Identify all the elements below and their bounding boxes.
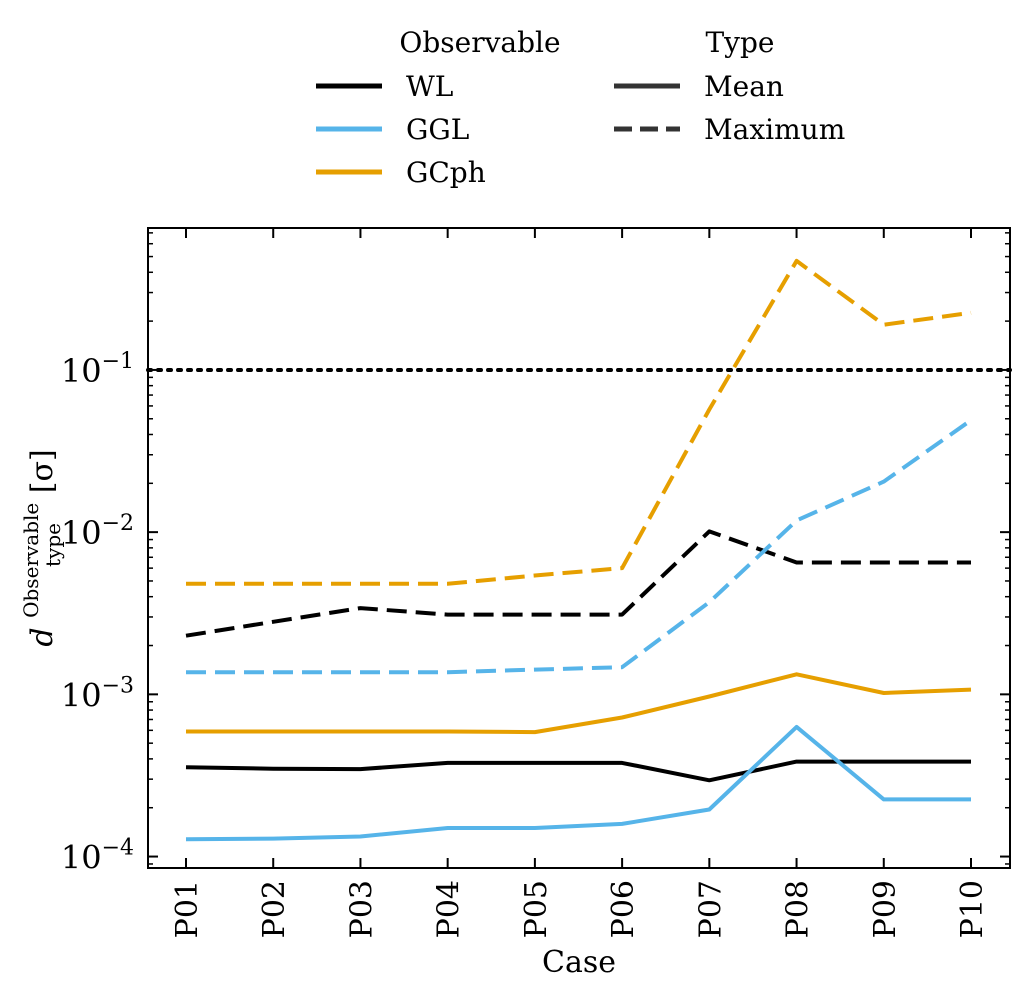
y-tick-exponent: −1 bbox=[102, 349, 134, 374]
x-axis-label: Case bbox=[542, 945, 616, 980]
y-tick-exponent: −2 bbox=[102, 511, 134, 536]
series-line-ggl-mean bbox=[185, 724, 971, 842]
x-tick-label: P04 bbox=[432, 880, 467, 938]
x-axis: P01 P02 P03 P04 P05 P06 P07 P08 P09 P10 bbox=[170, 228, 990, 938]
x-tick-label: P02 bbox=[257, 880, 292, 938]
y-tick-label: 10−3 bbox=[61, 673, 134, 714]
x-tick-label: P08 bbox=[781, 880, 816, 938]
legend: Observable WL GGL GCph Type Mean Maximum bbox=[316, 26, 845, 189]
y-tick-base: 10 bbox=[61, 514, 102, 552]
legend-label-gcph: GCph bbox=[406, 156, 486, 189]
x-tick-label: P07 bbox=[693, 880, 728, 938]
series-line-gcph-maximum bbox=[186, 258, 972, 586]
legend-label-ggl: GGL bbox=[406, 113, 469, 146]
y-tick-label: 10−1 bbox=[61, 349, 134, 390]
x-tick-label: P09 bbox=[868, 880, 903, 938]
series-layer bbox=[185, 258, 973, 842]
y-tick-base: 10 bbox=[61, 676, 102, 714]
x-tick-label: P06 bbox=[606, 880, 641, 938]
legend-label-mean: Mean bbox=[704, 70, 784, 103]
series-line-ggl-maximum bbox=[186, 418, 973, 675]
y-tick-label: 10−4 bbox=[61, 836, 134, 877]
series-line-wl-mean bbox=[185, 759, 971, 783]
plot-frame bbox=[147, 227, 1011, 869]
y-tick-base: 10 bbox=[61, 839, 102, 877]
x-tick-label: P10 bbox=[955, 880, 990, 938]
y-axis-label-symbol: d bbox=[25, 627, 60, 646]
x-tick-label: P03 bbox=[344, 880, 379, 938]
y-axis: 10−410−310−210−1 bbox=[61, 232, 1010, 877]
y-axis-label-subscript: type bbox=[41, 523, 65, 567]
y-axis-label-unit: [σ] bbox=[25, 449, 60, 493]
y-axis-label-superscript: Observable bbox=[19, 503, 43, 618]
series-line-gcph-mean bbox=[186, 672, 972, 735]
y-tick-base: 10 bbox=[61, 352, 102, 390]
y-tick-exponent: −4 bbox=[102, 836, 134, 861]
plot-area: 10−410−310−210−1 P01 P02 P03 P04 P05 P06 P07 P0… bbox=[61, 227, 1012, 938]
x-tick-label: P01 bbox=[170, 880, 205, 938]
legend-label-maximum: Maximum bbox=[704, 113, 845, 146]
y-axis-label: d Observable [σ] bbox=[11, 449, 60, 646]
y-tick-exponent: −3 bbox=[102, 673, 134, 698]
series-line-wl-maximum bbox=[185, 529, 971, 638]
y-tick-label: 10−2 bbox=[61, 511, 134, 552]
legend-type-title: Type bbox=[706, 26, 775, 59]
x-tick-label: P05 bbox=[519, 880, 554, 938]
legend-observable-title: Observable bbox=[399, 26, 560, 59]
legend-label-wl: WL bbox=[406, 70, 453, 103]
